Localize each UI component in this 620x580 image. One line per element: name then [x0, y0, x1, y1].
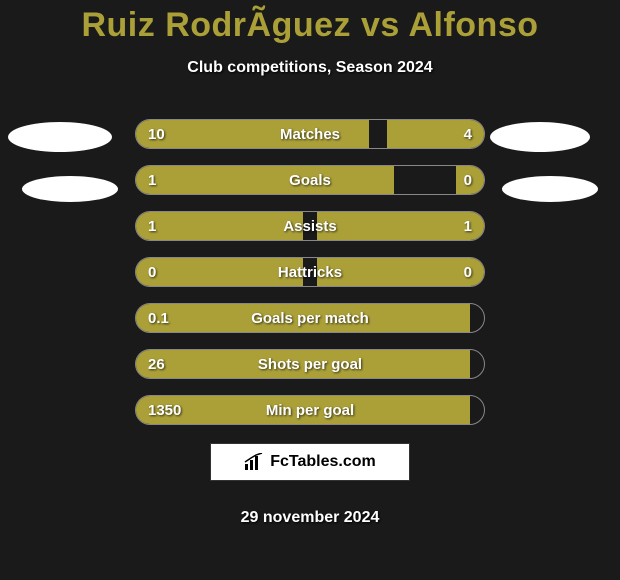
stat-bar: 0.1Goals per match	[135, 303, 485, 333]
bar-label: Shots per goal	[136, 350, 484, 378]
watermark-text: FcTables.com	[270, 453, 376, 471]
chart-icon	[244, 453, 264, 471]
stat-bar: 00Hattricks	[135, 257, 485, 287]
watermark-badge: FcTables.com	[210, 443, 410, 481]
decor-ellipse	[502, 176, 598, 202]
bar-label: Matches	[136, 120, 484, 148]
bar-label: Min per goal	[136, 396, 484, 424]
stat-bar: 10Goals	[135, 165, 485, 195]
bar-label: Hattricks	[136, 258, 484, 286]
decor-ellipse	[8, 122, 112, 152]
bar-label: Goals	[136, 166, 484, 194]
bar-label: Goals per match	[136, 304, 484, 332]
stat-bar: 1350Min per goal	[135, 395, 485, 425]
decor-ellipse	[22, 176, 118, 202]
stat-bar: 26Shots per goal	[135, 349, 485, 379]
comparison-bars: 104Matches 10Goals 11Assists 00Hattricks 0.1…	[0, 119, 620, 425]
stat-bar: 104Matches	[135, 119, 485, 149]
bar-label: Assists	[136, 212, 484, 240]
page-title: Ruiz RodrÃ­guez vs Alfonso	[0, 0, 620, 45]
subtitle: Club competitions, Season 2024	[0, 59, 620, 77]
date-text: 29 november 2024	[0, 509, 620, 527]
stat-bar: 11Assists	[135, 211, 485, 241]
decor-ellipse	[490, 122, 590, 152]
